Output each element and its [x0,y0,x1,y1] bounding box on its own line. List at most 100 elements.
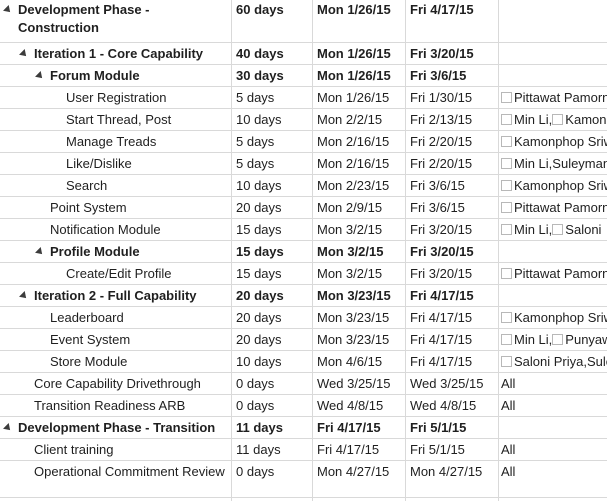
task-resources[interactable]: Pittawat Pamornchaisirikij [499,197,607,218]
task-duration[interactable]: 20 days [232,197,313,218]
task-name-cell[interactable]: Point System [0,197,232,218]
task-name-cell[interactable]: Iteration 1 - Core Capability [0,43,232,64]
task-name-cell[interactable]: Core Capability Drivethrough [0,373,232,394]
task-name-cell[interactable]: Store Module [0,351,232,372]
task-resources[interactable]: Pittawat Pamornchaisirikij [499,87,607,108]
task-row[interactable]: Leaderboard 20 days Mon 3/23/15 Fri 4/17/15… [0,307,607,329]
summary-task-row[interactable]: Iteration 2 - Full Capability 20 days Mon … [0,285,607,307]
task-resources[interactable]: Kamonphop Sriwongsa [499,175,607,196]
task-start[interactable]: Fri 4/17/15 [313,417,406,438]
task-name-cell[interactable]: Like/Dislike [0,153,232,174]
task-start[interactable]: Mon 3/2/15 [313,263,406,284]
task-finish[interactable]: Fri 5/1/15 [406,439,499,460]
task-row[interactable]: Operational Commitment Review 0 days Mon 4… [0,461,607,498]
task-duration[interactable]: 20 days [232,285,313,306]
task-resources[interactable] [499,43,607,64]
task-resources[interactable]: All [499,439,607,460]
task-start[interactable]: Mon 4/6/15 [313,351,406,372]
task-finish[interactable]: Wed 4/8/15 [406,395,499,416]
task-start[interactable]: Mon 1/26/15 [313,87,406,108]
task-finish[interactable]: Fri 3/20/15 [406,263,499,284]
task-row[interactable]: Search 10 days Mon 2/23/15 Fri 3/6/15 Kamonp… [0,175,607,197]
task-duration[interactable]: 10 days [232,351,313,372]
task-start[interactable]: Mon 3/2/15 [313,241,406,262]
task-finish[interactable]: Fri 4/17/15 [406,307,499,328]
task-start[interactable]: Wed 4/8/15 [313,395,406,416]
task-name-cell[interactable]: Event System [0,329,232,350]
task-finish[interactable]: Wed 3/25/15 [406,373,499,394]
collapse-triangle-icon[interactable] [3,423,13,433]
task-finish[interactable]: Fri 5/1/15 [406,417,499,438]
task-name-cell[interactable]: Profile Module [0,241,232,262]
task-finish[interactable]: Fri 4/17/15 [406,329,499,350]
task-row[interactable]: User Registration 5 days Mon 1/26/15 Fri 1/… [0,87,607,109]
task-resources[interactable]: Saloni Priya,Suleyman [499,351,607,372]
task-duration[interactable]: 5 days [232,87,313,108]
task-resources[interactable]: Min Li,Suleyman [499,153,607,174]
task-resources[interactable]: All [499,461,607,497]
task-finish[interactable] [406,498,499,501]
task-duration[interactable]: 15 days [232,219,313,240]
summary-task-row[interactable]: Profile Module 15 days Mon 3/2/15 Fri 3/20/… [0,241,607,263]
task-start[interactable]: Mon 1/26/15 [313,65,406,86]
task-row[interactable]: Start Thread, Post 10 days Mon 2/2/15 Fri 2… [0,109,607,131]
task-finish[interactable]: Fri 3/20/15 [406,219,499,240]
task-finish[interactable]: Fri 3/6/15 [406,175,499,196]
task-duration[interactable]: 40 days [232,43,313,64]
task-name-cell[interactable]: User Registration [0,87,232,108]
task-duration[interactable]: 5 days [232,131,313,152]
task-finish[interactable]: Fri 4/17/15 [406,285,499,306]
task-finish[interactable]: Fri 1/30/15 [406,87,499,108]
task-row[interactable] [0,498,607,501]
task-resources[interactable] [499,241,607,262]
task-name-cell[interactable]: Development Phase - Construction [0,0,232,42]
task-finish[interactable]: Fri 3/6/15 [406,197,499,218]
task-row[interactable]: Like/Dislike 5 days Mon 2/16/15 Fri 2/20/15… [0,153,607,175]
summary-task-row[interactable]: Development Phase - Construction 60 days M… [0,0,607,43]
task-row[interactable]: Point System 20 days Mon 2/9/15 Fri 3/6/15 P… [0,197,607,219]
task-start[interactable]: Mon 4/27/15 [313,461,406,497]
task-name-cell[interactable]: Forum Module [0,65,232,86]
task-name-cell[interactable]: Leaderboard [0,307,232,328]
task-start[interactable]: Wed 3/25/15 [313,373,406,394]
task-name-cell[interactable]: Iteration 2 - Full Capability [0,285,232,306]
task-resources[interactable] [499,417,607,438]
task-row[interactable]: Event System 20 days Mon 3/23/15 Fri 4/17/1… [0,329,607,351]
task-resources[interactable]: Kamonphop Sriwongsa [499,307,607,328]
task-start[interactable]: Mon 2/16/15 [313,131,406,152]
task-finish[interactable]: Fri 2/13/15 [406,109,499,130]
collapse-triangle-icon[interactable] [35,71,45,81]
task-name-cell[interactable]: Create/Edit Profile [0,263,232,284]
task-duration[interactable]: 0 days [232,395,313,416]
task-name-cell[interactable] [0,498,232,501]
task-finish[interactable]: Fri 3/6/15 [406,65,499,86]
task-duration[interactable]: 10 days [232,175,313,196]
summary-task-row[interactable]: Iteration 1 - Core Capability 40 days Mon … [0,43,607,65]
task-resources[interactable]: All [499,373,607,394]
task-resources[interactable]: All [499,395,607,416]
task-start[interactable]: Fri 4/17/15 [313,439,406,460]
task-name-cell[interactable]: Start Thread, Post [0,109,232,130]
task-duration[interactable]: 30 days [232,65,313,86]
summary-task-row[interactable]: Development Phase - Transition 11 days Fri… [0,417,607,439]
collapse-triangle-icon[interactable] [35,247,45,257]
task-duration[interactable]: 10 days [232,109,313,130]
task-start[interactable]: Mon 2/23/15 [313,175,406,196]
task-name-cell[interactable]: Operational Commitment Review [0,461,232,497]
task-start[interactable]: Mon 3/23/15 [313,329,406,350]
task-duration[interactable]: 60 days [232,0,313,42]
task-duration[interactable]: 11 days [232,417,313,438]
task-duration[interactable]: 0 days [232,373,313,394]
task-resources[interactable] [499,0,607,42]
task-row[interactable]: Notification Module 15 days Mon 3/2/15 Fri … [0,219,607,241]
task-start[interactable]: Mon 2/2/15 [313,109,406,130]
task-resources[interactable]: Pittawat Pamornchaisirikij [499,263,607,284]
task-start[interactable]: Mon 1/26/15 [313,0,406,42]
task-duration[interactable]: 0 days [232,461,313,497]
task-finish[interactable]: Fri 4/17/15 [406,351,499,372]
task-start[interactable]: Mon 2/16/15 [313,153,406,174]
task-row[interactable]: Create/Edit Profile 15 days Mon 3/2/15 Fri … [0,263,607,285]
task-duration[interactable]: 5 days [232,153,313,174]
task-name-cell[interactable]: Search [0,175,232,196]
task-name-cell[interactable]: Client training [0,439,232,460]
